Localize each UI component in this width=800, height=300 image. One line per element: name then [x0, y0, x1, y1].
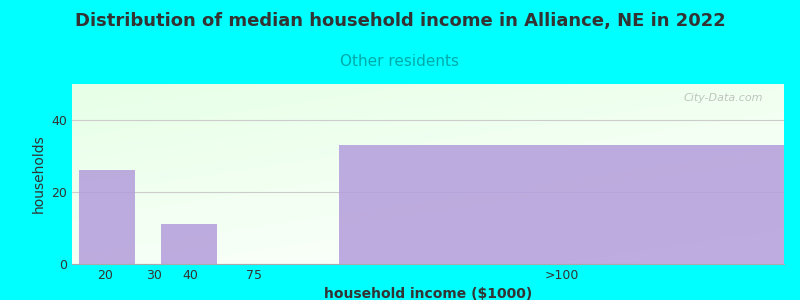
- Bar: [161, 224, 217, 264]
- Text: Distribution of median household income in Alliance, NE in 2022: Distribution of median household income …: [74, 12, 726, 30]
- Text: Other residents: Other residents: [341, 54, 459, 69]
- X-axis label: household income ($1000): household income ($1000): [324, 287, 532, 300]
- Y-axis label: households: households: [32, 135, 46, 213]
- Bar: [339, 145, 784, 264]
- Text: City-Data.com: City-Data.com: [683, 93, 762, 103]
- Bar: [79, 170, 135, 264]
